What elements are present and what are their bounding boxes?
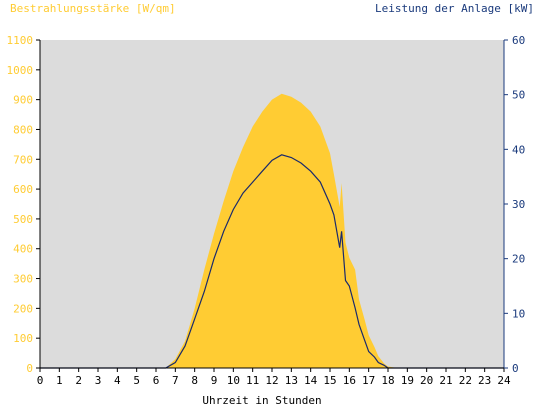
x-tick-label: 18 [381,374,394,387]
y-right-tick-label: 50 [512,89,525,102]
x-tick-label: 7 [172,374,179,387]
x-tick-label: 5 [133,374,140,387]
x-tick-label: 8 [191,374,198,387]
axes: 0 1 2 3 4 5 6 7 8 9 10 11 12 13 14 15 16 17 18 19 20 21 22 23 24… [7,34,526,387]
y-left-tick-label: 600 [13,183,33,196]
y-left-tick-label: 1000 [7,64,34,77]
x-tick-label: 0 [37,374,44,387]
x-tick-label: 20 [420,374,433,387]
y-left-tick-label: 400 [13,243,33,256]
power-line-series [40,154,504,369]
y-right-tick-label: 0 [512,362,519,375]
x-tick-label: 11 [246,374,259,387]
x-tick-label: 4 [114,374,121,387]
y-right-tick-label: 30 [512,198,525,211]
y-right-tick-label: 40 [512,143,525,156]
x-axis-label: Uhrzeit in Stunden [202,394,321,407]
x-tick-label: 10 [227,374,240,387]
y-left-tick-label: 200 [13,302,33,315]
irradiance-area-series [40,93,504,368]
x-tick-label: 9 [211,374,218,387]
x-tick-label: 17 [362,374,375,387]
y-right-tick-label: 10 [512,307,525,320]
series-layer [40,93,504,369]
y-left-tick-label: 500 [13,213,33,226]
x-tick-label: 1 [56,374,63,387]
x-tick-label: 24 [497,374,511,387]
y-right-tick-label: 60 [512,34,525,47]
right-axis-title: Leistung der Anlage [kW] [375,2,534,15]
x-tick-label: 19 [401,374,414,387]
y-left-tick-label: 900 [13,94,33,107]
y-left-tick-label: 100 [13,332,33,345]
y-right-tick-label: 20 [512,253,525,266]
x-tick-label: 12 [265,374,278,387]
y-left-tick-label: 800 [13,123,33,136]
x-tick-label: 23 [478,374,491,387]
x-tick-label: 16 [343,374,356,387]
x-tick-label: 6 [153,374,160,387]
y-left-tick-label: 700 [13,153,33,166]
x-tick-label: 22 [459,374,472,387]
y-left-tick-label: 300 [13,273,33,286]
y-left-tick-label: 0 [26,362,33,375]
x-tick-label: 13 [285,374,298,387]
y-left-tick-label: 1100 [7,34,34,47]
left-axis-title: Bestrahlungsstärke [W/qm] [10,2,176,15]
x-tick-label: 21 [439,374,452,387]
x-tick-label: 14 [304,374,318,387]
x-tick-label: 15 [323,374,336,387]
x-tick-label: 3 [95,374,102,387]
x-tick-label: 2 [75,374,82,387]
